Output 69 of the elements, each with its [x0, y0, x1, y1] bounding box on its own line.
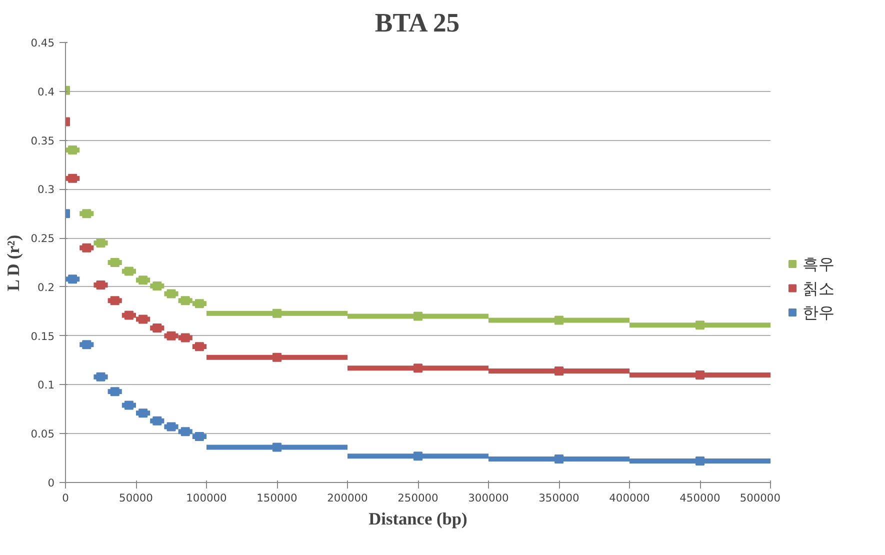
point: [110, 258, 120, 267]
point: [96, 280, 106, 290]
point: [554, 366, 564, 376]
point: [166, 331, 176, 340]
x-tick-label: 100000: [186, 492, 228, 504]
point: [180, 427, 190, 436]
point: [110, 296, 120, 306]
y-tick-label: 0: [48, 476, 55, 490]
x-tick-label: 200000: [327, 492, 368, 504]
point: [138, 276, 148, 285]
point: [110, 387, 120, 396]
point: [82, 340, 92, 350]
y-tick-label: 0.45: [30, 36, 55, 50]
point: [152, 416, 162, 426]
y-tick-label: 0.4: [38, 85, 55, 98]
point: [180, 296, 190, 306]
point: [68, 174, 78, 183]
y-tick-label: 0.05: [30, 428, 55, 441]
point: [82, 243, 92, 252]
point: [554, 454, 564, 464]
point: [138, 314, 148, 324]
y-axis-title: L D (r²): [4, 234, 23, 292]
point: [82, 209, 92, 218]
point: [194, 299, 204, 308]
x-tick-label: 450000: [680, 492, 721, 504]
point: [138, 408, 148, 418]
point: [272, 442, 282, 452]
legend-label: 칡소: [802, 278, 834, 298]
y-tick-label: 0.25: [30, 232, 55, 246]
point: [68, 146, 78, 155]
legend-label: 한우: [802, 303, 834, 322]
point: [194, 432, 204, 442]
point: [124, 400, 134, 410]
point: [696, 320, 704, 330]
x-tick-label: 400000: [609, 492, 650, 504]
point: [152, 324, 162, 333]
x-tick-label: 350000: [538, 492, 580, 504]
point: [166, 289, 176, 298]
point: [414, 452, 422, 461]
y-tick-label: 0.15: [30, 330, 55, 343]
point: [696, 370, 704, 380]
point: [554, 316, 564, 325]
x-tick-label: 50000: [119, 492, 154, 504]
point: [696, 456, 704, 466]
x-tick-label: 0: [62, 492, 70, 504]
legend-label: 흑우: [802, 254, 834, 274]
y-tick-label: 0.1: [38, 378, 55, 392]
point: [166, 422, 176, 432]
point: [96, 372, 106, 382]
x-tick-label: 500000: [740, 492, 781, 504]
point: [124, 266, 134, 276]
point: [272, 308, 282, 318]
y-tick-label: 0.3: [38, 183, 55, 196]
point: [96, 238, 106, 248]
point: [180, 333, 190, 342]
x-tick-label: 300000: [468, 492, 510, 504]
point: [414, 312, 422, 321]
chart-title: BTA 25: [374, 8, 460, 38]
point: [68, 274, 78, 284]
point: [414, 364, 422, 373]
point: [152, 281, 162, 290]
point: [194, 342, 204, 352]
x-tick-label: 250000: [398, 492, 439, 504]
y-tick-label: 0.2: [38, 280, 55, 294]
point: [124, 310, 134, 320]
y-tick-label: 0.35: [30, 134, 55, 148]
x-axis-title: Distance (bp): [368, 510, 468, 528]
point: [272, 352, 282, 362]
x-tick-label: 150000: [256, 492, 298, 504]
